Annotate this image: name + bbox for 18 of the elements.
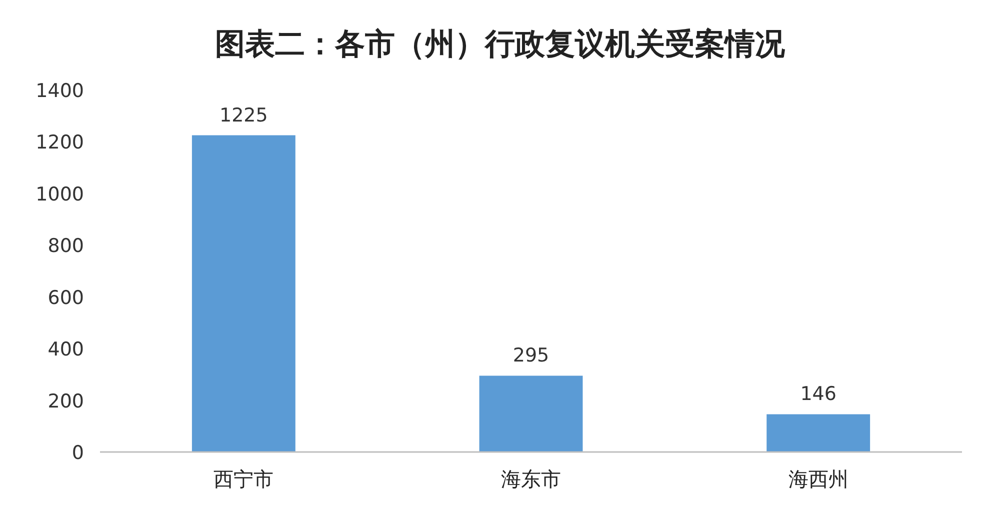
y-tick-label: 1000: [36, 183, 84, 206]
x-tick-label: 海西州: [788, 467, 848, 491]
y-tick-label: 600: [48, 286, 84, 309]
y-tick-label: 200: [48, 390, 84, 412]
x-tick-label: 海东市: [501, 467, 561, 491]
data-label: 295: [512, 344, 550, 367]
bar: [766, 414, 870, 452]
data-label: 146: [800, 383, 836, 406]
bar: [192, 135, 296, 452]
y-tick-label: 1200: [36, 132, 84, 154]
y-tick-label: 800: [48, 235, 84, 258]
data-label: 1225: [219, 104, 268, 126]
y-tick-label: 400: [48, 338, 84, 361]
chart-title: 图表二：各市（州）行政复议机关受案情况: [215, 27, 786, 62]
x-tick-label: 西宁市: [214, 467, 274, 491]
bar: [479, 376, 583, 452]
y-tick-label: 1400: [36, 80, 84, 102]
y-tick-label: 0: [72, 442, 84, 464]
